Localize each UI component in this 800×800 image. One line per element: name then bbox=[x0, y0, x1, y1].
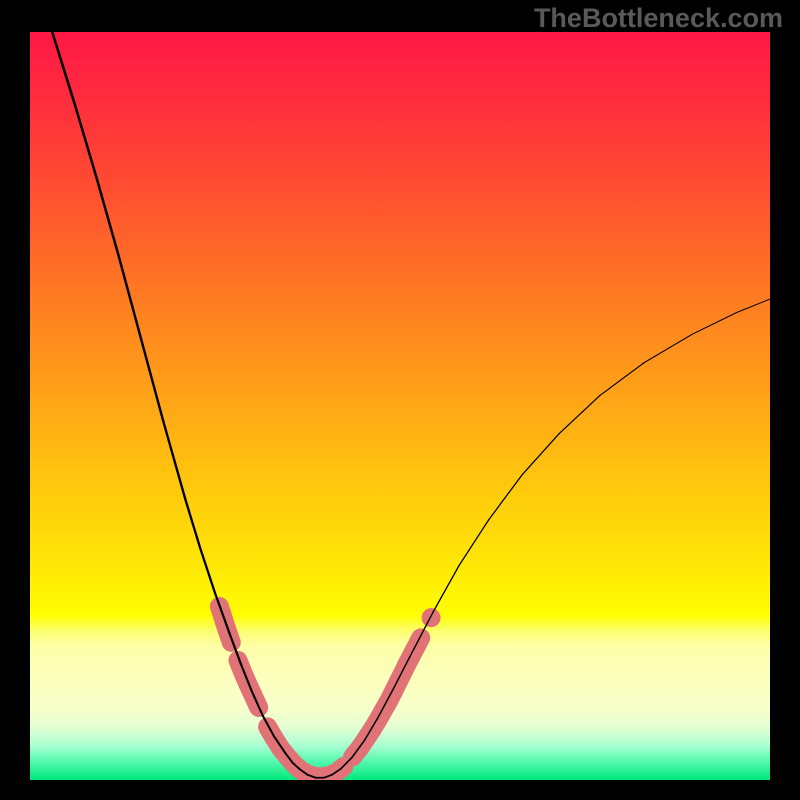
plot-area bbox=[30, 32, 770, 780]
curve-layer bbox=[30, 32, 770, 780]
marker-segment bbox=[268, 727, 344, 777]
watermark-text: TheBottleneck.com bbox=[534, 3, 783, 34]
chart-canvas: TheBottleneck.com bbox=[0, 0, 800, 800]
marker-dot bbox=[422, 608, 441, 627]
